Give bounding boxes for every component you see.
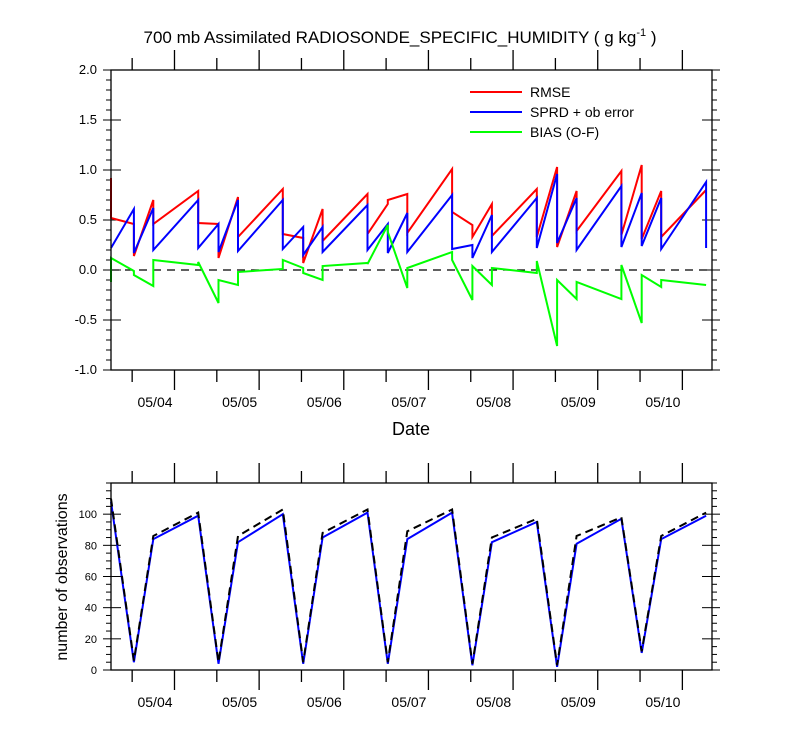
x-tick-label: 05/04 [137, 394, 172, 410]
y-tick-label: 100 [79, 509, 97, 521]
chart-title: 700 mb Assimilated RADIOSONDE_SPECIFIC_H… [144, 27, 657, 47]
y-tick-label: 20 [85, 634, 97, 646]
x-tick-label: 05/06 [307, 394, 342, 410]
bottom-plot-frame [110, 482, 713, 671]
x-tick-label: 05/05 [222, 394, 257, 410]
x-tick-label: 05/09 [561, 694, 596, 710]
series-line-bias-o-f [110, 224, 707, 347]
x-tick-label: 05/10 [645, 694, 680, 710]
bottom-ticks: 0 20 40 60 80 100 05/04 05/05 05/06 05/07 05/08 05/… [79, 463, 720, 710]
y-axis-label-observations: number of observations [54, 493, 71, 660]
series-line-rmse [110, 164, 707, 264]
x-tick-label: 05/04 [137, 694, 172, 710]
chart-title-end: ) [646, 28, 656, 47]
bottom-series-lines [110, 498, 707, 668]
legend-label: RMSE [530, 84, 570, 100]
y-tick-label: -1.0 [75, 362, 97, 377]
x-tick-label: 05/06 [307, 694, 342, 710]
y-tick-label: 2.0 [79, 62, 97, 77]
y-tick-label: 60 [85, 572, 97, 584]
top-ticks: -1.0 -0.5 0.0 0.5 1.0 1.5 2.0 05/04 05/05 05/06 05… [75, 50, 720, 410]
y-tick-label: 1.0 [79, 162, 97, 177]
x-tick-label: 05/08 [476, 394, 511, 410]
legend-label: BIAS (O-F) [530, 124, 599, 140]
series-line-possible [110, 498, 707, 666]
top-series-lines [110, 164, 712, 347]
x-tick-label: 05/07 [391, 694, 426, 710]
legend: RMSE SPRD + ob error BIAS (O-F) [470, 84, 634, 140]
x-axis-label: Date [392, 419, 430, 439]
y-tick-label: -0.5 [75, 312, 97, 327]
bottom-panel: 0 20 40 60 80 100 05/04 05/05 05/06 05/07 05/08 05/… [54, 463, 720, 710]
series-line-sprd-ob-error [110, 173, 708, 259]
x-tick-label: 05/08 [476, 694, 511, 710]
top-panel: 700 mb Assimilated RADIOSONDE_SPECIFIC_H… [75, 27, 720, 439]
x-tick-label: 05/07 [391, 394, 426, 410]
chart-title-exponent: -1 [636, 27, 646, 39]
y-tick-label: 0.5 [79, 212, 97, 227]
legend-label: SPRD + ob error [530, 104, 634, 120]
x-tick-label: 05/09 [561, 394, 596, 410]
y-tick-label: 80 [85, 540, 97, 552]
x-tick-label: 05/10 [645, 394, 680, 410]
y-tick-label: 0.0 [79, 262, 97, 277]
y-tick-label: 1.5 [79, 112, 97, 127]
chart-title-main: 700 mb Assimilated RADIOSONDE_SPECIFIC_H… [144, 28, 637, 47]
x-tick-label: 05/05 [222, 694, 257, 710]
top-plot-frame [110, 69, 713, 371]
y-tick-label: 40 [85, 603, 97, 615]
y-tick-label: 0 [91, 665, 97, 677]
